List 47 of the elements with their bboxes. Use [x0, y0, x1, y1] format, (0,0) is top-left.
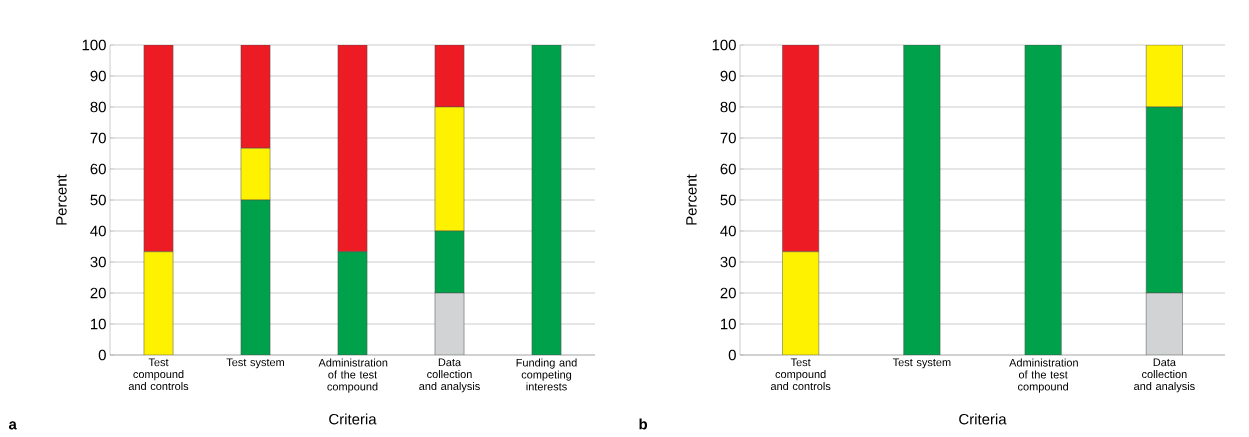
- y-tick-label: 10: [91, 318, 106, 330]
- x-tick-label: Data collection and analysis: [1134, 358, 1195, 393]
- x-tick-label: Funding and competing interests: [516, 358, 577, 391]
- y-tick-label: 30: [720, 256, 736, 268]
- y-tick-label: 40: [90, 225, 106, 237]
- text: b: [639, 418, 648, 430]
- y-tick-label: 30: [90, 256, 106, 268]
- y-tick-label: 70: [90, 132, 106, 144]
- x-tick-label: Administration of the test compound: [1009, 358, 1078, 393]
- x-tick-label: Test compound and controls: [770, 358, 831, 391]
- y-tick-label: 10: [721, 318, 736, 330]
- y-tick-label: 90: [720, 70, 736, 82]
- bar: [143, 251, 174, 355]
- y-tick-label: 100: [82, 39, 106, 51]
- bar: [240, 45, 271, 149]
- bar: [434, 106, 465, 232]
- bar: [531, 45, 562, 355]
- y-tick-label: 60: [90, 163, 106, 175]
- y-tick-label: 80: [90, 101, 106, 113]
- y-tick-label: 20: [90, 287, 106, 299]
- x-tick-label: Test compound and controls: [128, 358, 189, 391]
- x-tick-label: Data collection and analysis: [419, 358, 480, 393]
- y-tick-label: 70: [720, 132, 736, 144]
- bar: [143, 45, 174, 253]
- x-tick-label: Test system: [226, 358, 285, 369]
- y-tick-label: 0: [728, 349, 736, 361]
- bar: [1024, 45, 1062, 355]
- bar: [337, 45, 368, 253]
- text: a: [8, 421, 17, 430]
- y-axis-title: Percent: [56, 174, 67, 225]
- x-tick-label: Administration of the test compound: [318, 358, 388, 393]
- y-tick-label: 100: [712, 39, 736, 51]
- y-tick-label: 50: [90, 194, 106, 206]
- y-tick-label: 50: [720, 194, 736, 206]
- y-tick-label: 60: [720, 163, 736, 175]
- y-tick-label: 20: [720, 287, 736, 299]
- bar: [240, 147, 271, 201]
- x-tick-label: Test system: [892, 358, 951, 369]
- y-tick-label: 80: [720, 101, 736, 113]
- y-tick-label: 90: [90, 70, 106, 82]
- x-axis-title: Criteria: [959, 413, 1007, 425]
- bar: [903, 45, 941, 355]
- x-axis-title: Criteria: [329, 413, 377, 425]
- bar: [434, 45, 465, 108]
- y-axis-title: Percent: [686, 174, 697, 225]
- y-tick-label: 0: [98, 349, 106, 361]
- y-tick-label: 40: [720, 225, 736, 237]
